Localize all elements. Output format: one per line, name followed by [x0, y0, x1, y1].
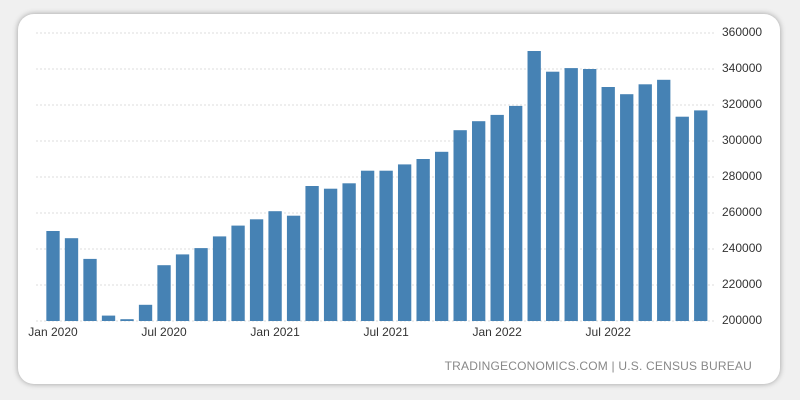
- x-tick-label: Jan 2022: [472, 325, 522, 339]
- y-tick-label: 320000: [722, 97, 762, 111]
- y-tick-label: 300000: [722, 133, 762, 147]
- bar: [305, 186, 319, 321]
- bar: [342, 183, 356, 321]
- bar: [509, 105, 523, 322]
- bar: [527, 51, 541, 321]
- bar: [620, 94, 634, 321]
- y-tick-label: 240000: [722, 241, 762, 255]
- bar: [546, 71, 560, 321]
- x-tick-label: Jan 2020: [28, 325, 78, 339]
- bar: [657, 79, 671, 321]
- bar: [564, 68, 578, 321]
- bar: [360, 170, 375, 321]
- bar: [157, 265, 171, 321]
- bar: [194, 248, 208, 321]
- y-tick-label: 340000: [722, 61, 762, 75]
- bar: [268, 211, 282, 321]
- bar: [379, 170, 393, 321]
- bar: [434, 151, 449, 321]
- bar: [249, 219, 264, 321]
- bar: [675, 116, 689, 321]
- bar: [416, 159, 430, 321]
- x-tick-label: Jul 2020: [141, 325, 187, 339]
- x-tick-label: Jul 2022: [586, 325, 632, 339]
- bar: [397, 164, 412, 321]
- bar: [231, 225, 245, 321]
- bar: [212, 236, 227, 321]
- source: TRADINGECONOMICS.COM | U.S. CENSUS BUREA…: [445, 359, 752, 373]
- bar: [83, 258, 97, 321]
- bar: [101, 315, 116, 321]
- y-tick-label: 260000: [722, 205, 762, 219]
- bar: [694, 110, 708, 322]
- bar: [472, 121, 486, 321]
- y-tick-label: 200000: [722, 313, 762, 327]
- bar: [323, 188, 338, 321]
- bar: [453, 130, 467, 321]
- bar: [46, 231, 60, 321]
- y-tick-label: 360000: [722, 25, 762, 39]
- bar: [601, 87, 615, 321]
- bar: [64, 238, 79, 321]
- y-tick-label: 220000: [722, 277, 762, 291]
- bar: [490, 114, 504, 322]
- bar: [583, 69, 597, 321]
- bar: [138, 304, 153, 321]
- bar: [638, 84, 652, 321]
- bar: [175, 254, 190, 321]
- bar: [120, 319, 134, 321]
- x-tick-label: Jul 2021: [363, 325, 409, 339]
- y-tick-label: 280000: [722, 169, 762, 183]
- bar: [286, 215, 301, 321]
- x-tick-label: Jan 2021: [250, 325, 300, 339]
